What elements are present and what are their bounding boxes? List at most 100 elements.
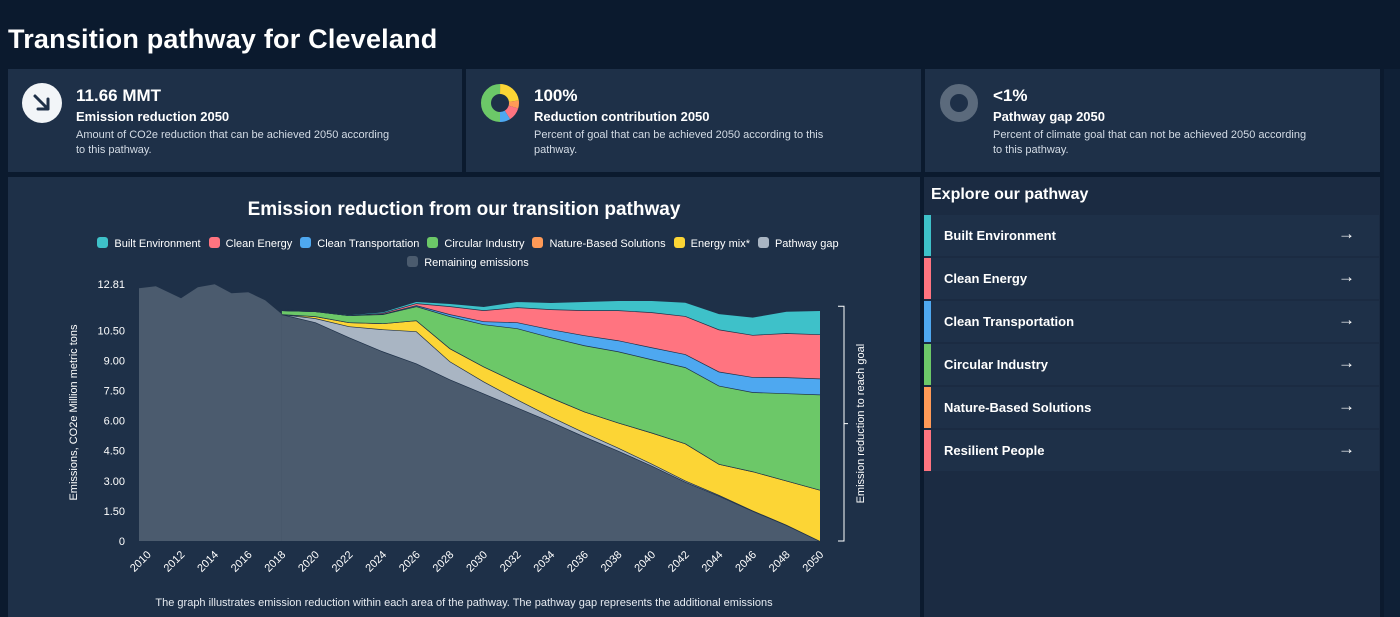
- arrow-right-icon: →: [1338, 439, 1355, 458]
- kpi-value: <1%: [993, 86, 1028, 105]
- explore-item-accent: [924, 215, 931, 256]
- legend-label: Circular Industry: [444, 238, 525, 250]
- kpi-value: 100%: [534, 86, 578, 105]
- right-axis-label: Emission reduction to reach goal: [855, 344, 867, 504]
- legend-item[interactable]: Circular Industry: [427, 235, 524, 254]
- legend-item[interactable]: Clean Energy: [208, 235, 293, 254]
- legend-swatch: [427, 237, 439, 248]
- explore-item-accent: [924, 344, 931, 385]
- ring-icon: [940, 84, 978, 122]
- legend-swatch: [757, 237, 769, 248]
- arrow-right-icon: →: [1338, 310, 1355, 329]
- area-remaining-emissions: [281, 314, 821, 541]
- y-tick-label: 7.50: [104, 386, 125, 398]
- explore-item-clean-transportation[interactable]: Clean Transportation →: [924, 301, 1379, 342]
- page-title: Transition pathway for Cleveland: [8, 24, 438, 54]
- y-tick-label: 0: [119, 536, 125, 548]
- kpi-row: 11.66 MMT Emission reduction 2050 Amount…: [8, 69, 1380, 172]
- x-tick-label: 2020: [296, 549, 322, 575]
- explore-title: Explore our pathway: [931, 186, 1089, 203]
- y-tick-label: 12.81: [97, 279, 125, 291]
- legend-swatch: [673, 237, 685, 248]
- explore-item-label: Nature-Based Solutions: [944, 400, 1092, 415]
- x-tick-label: 2048: [767, 549, 793, 575]
- legend-label: Nature-Based Solutions: [549, 238, 666, 250]
- arrow-right-icon: →: [1338, 267, 1355, 286]
- x-tick-label: 2016: [229, 549, 255, 575]
- y-tick-label: 9.00: [104, 355, 125, 367]
- legend-item[interactable]: Remaining emissions: [407, 254, 529, 273]
- chart-legend: Built Environment Clean Energy Clean Trans…: [68, 235, 868, 273]
- explore-item-label: Clean Energy: [944, 271, 1028, 286]
- legend-item[interactable]: Clean Transportation: [300, 235, 419, 254]
- x-tick-label: 2036: [565, 549, 591, 575]
- x-tick-label: 2044: [700, 549, 726, 575]
- explore-item-nature-based-solutions[interactable]: Nature-Based Solutions →: [924, 387, 1379, 428]
- legend-label: Remaining emissions: [424, 257, 529, 269]
- legend-label: Built Environment: [114, 238, 201, 250]
- explore-list: Built Environment → Clean Energy → Clean…: [924, 215, 1379, 473]
- series-boundary-line: [281, 299, 821, 318]
- x-tick-label: 2014: [195, 549, 221, 575]
- x-tick-label: 2032: [498, 549, 524, 575]
- legend-swatch: [208, 237, 220, 248]
- x-tick-label: 2038: [599, 549, 625, 575]
- arrow-down-right-icon: [22, 83, 62, 123]
- arrow-right-icon: →: [1338, 224, 1355, 243]
- y-axis-label: Emissions, CO2e Million metric tons: [68, 324, 80, 501]
- legend-label: Clean Energy: [225, 238, 293, 250]
- x-tick-label: 2050: [801, 549, 827, 575]
- y-tick-label: 10.50: [97, 325, 125, 337]
- legend-swatch: [97, 237, 109, 248]
- y-tick-label: 1.50: [104, 506, 125, 518]
- legend-swatch: [532, 237, 544, 248]
- y-tick-label: 3.00: [104, 476, 125, 488]
- scroll-strip: [1384, 69, 1400, 617]
- x-tick-label: 2042: [666, 549, 692, 575]
- explore-item-built-environment[interactable]: Built Environment →: [924, 215, 1379, 256]
- legend-item[interactable]: Energy mix*: [673, 235, 750, 254]
- x-tick-label: 2024: [363, 549, 389, 575]
- chart-title: Emission reduction from our transition p…: [247, 199, 681, 220]
- explore-item-circular-industry[interactable]: Circular Industry →: [924, 344, 1379, 385]
- historical-emissions-area: [139, 284, 282, 541]
- x-tick-label: 2028: [431, 549, 457, 575]
- x-tick-label: 2012: [162, 549, 188, 575]
- arrow-right-icon: →: [1338, 396, 1355, 415]
- explore-item-label: Circular Industry: [944, 357, 1049, 372]
- x-tick-label: 2046: [733, 549, 759, 575]
- y-tick-label: 6.00: [104, 416, 125, 428]
- area-clean-transportation: [281, 305, 821, 395]
- donut-chart-icon: [481, 84, 519, 122]
- legend-swatch: [300, 237, 312, 248]
- legend-label: Energy mix*: [690, 238, 750, 250]
- legend-item[interactable]: Pathway gap: [757, 235, 839, 254]
- legend-label: Clean Transportation: [317, 238, 420, 250]
- goal-bracket: [838, 305, 848, 542]
- explore-item-accent: [924, 301, 931, 342]
- y-tick-label: 4.50: [104, 446, 125, 458]
- kpi-card-reduction-contribution: 100% Reduction contribution 2050 Percent…: [466, 69, 921, 172]
- chart-panel: Emission reduction from our transition p…: [8, 177, 920, 617]
- x-tick-label: 2026: [397, 549, 423, 575]
- emission-area-chart: 0 1.50 3.00 4.50 6.00 7.50 9.00 10.50 12.81 2010 2…: [68, 279, 867, 575]
- kpi-description: Percent of goal that can be achieved 205…: [534, 129, 824, 156]
- explore-item-resilient-people[interactable]: Resilient People →: [924, 430, 1379, 471]
- x-tick-label: 2018: [262, 549, 288, 575]
- x-tick-label: 2022: [330, 549, 356, 575]
- explore-item-accent: [924, 430, 931, 471]
- area-clean-energy: [281, 303, 821, 379]
- legend-item[interactable]: Nature-Based Solutions: [532, 235, 666, 254]
- legend-item[interactable]: Built Environment: [97, 235, 201, 254]
- area-circular-industry: [281, 306, 821, 490]
- area-built-environment: [281, 300, 821, 335]
- explore-item-clean-energy[interactable]: Clean Energy →: [924, 258, 1379, 299]
- arrow-right-icon: →: [1338, 353, 1355, 372]
- kpi-label: Pathway gap 2050: [993, 109, 1105, 124]
- chart-caption: The graph illustrates emission reduction…: [155, 597, 773, 609]
- explore-item-label: Built Environment: [944, 228, 1056, 243]
- kpi-description: Amount of CO2e reduction that can be ach…: [76, 129, 390, 156]
- explore-item-label: Resilient People: [944, 443, 1045, 458]
- legend-swatch: [407, 256, 419, 267]
- legend-label: Pathway gap: [774, 238, 839, 250]
